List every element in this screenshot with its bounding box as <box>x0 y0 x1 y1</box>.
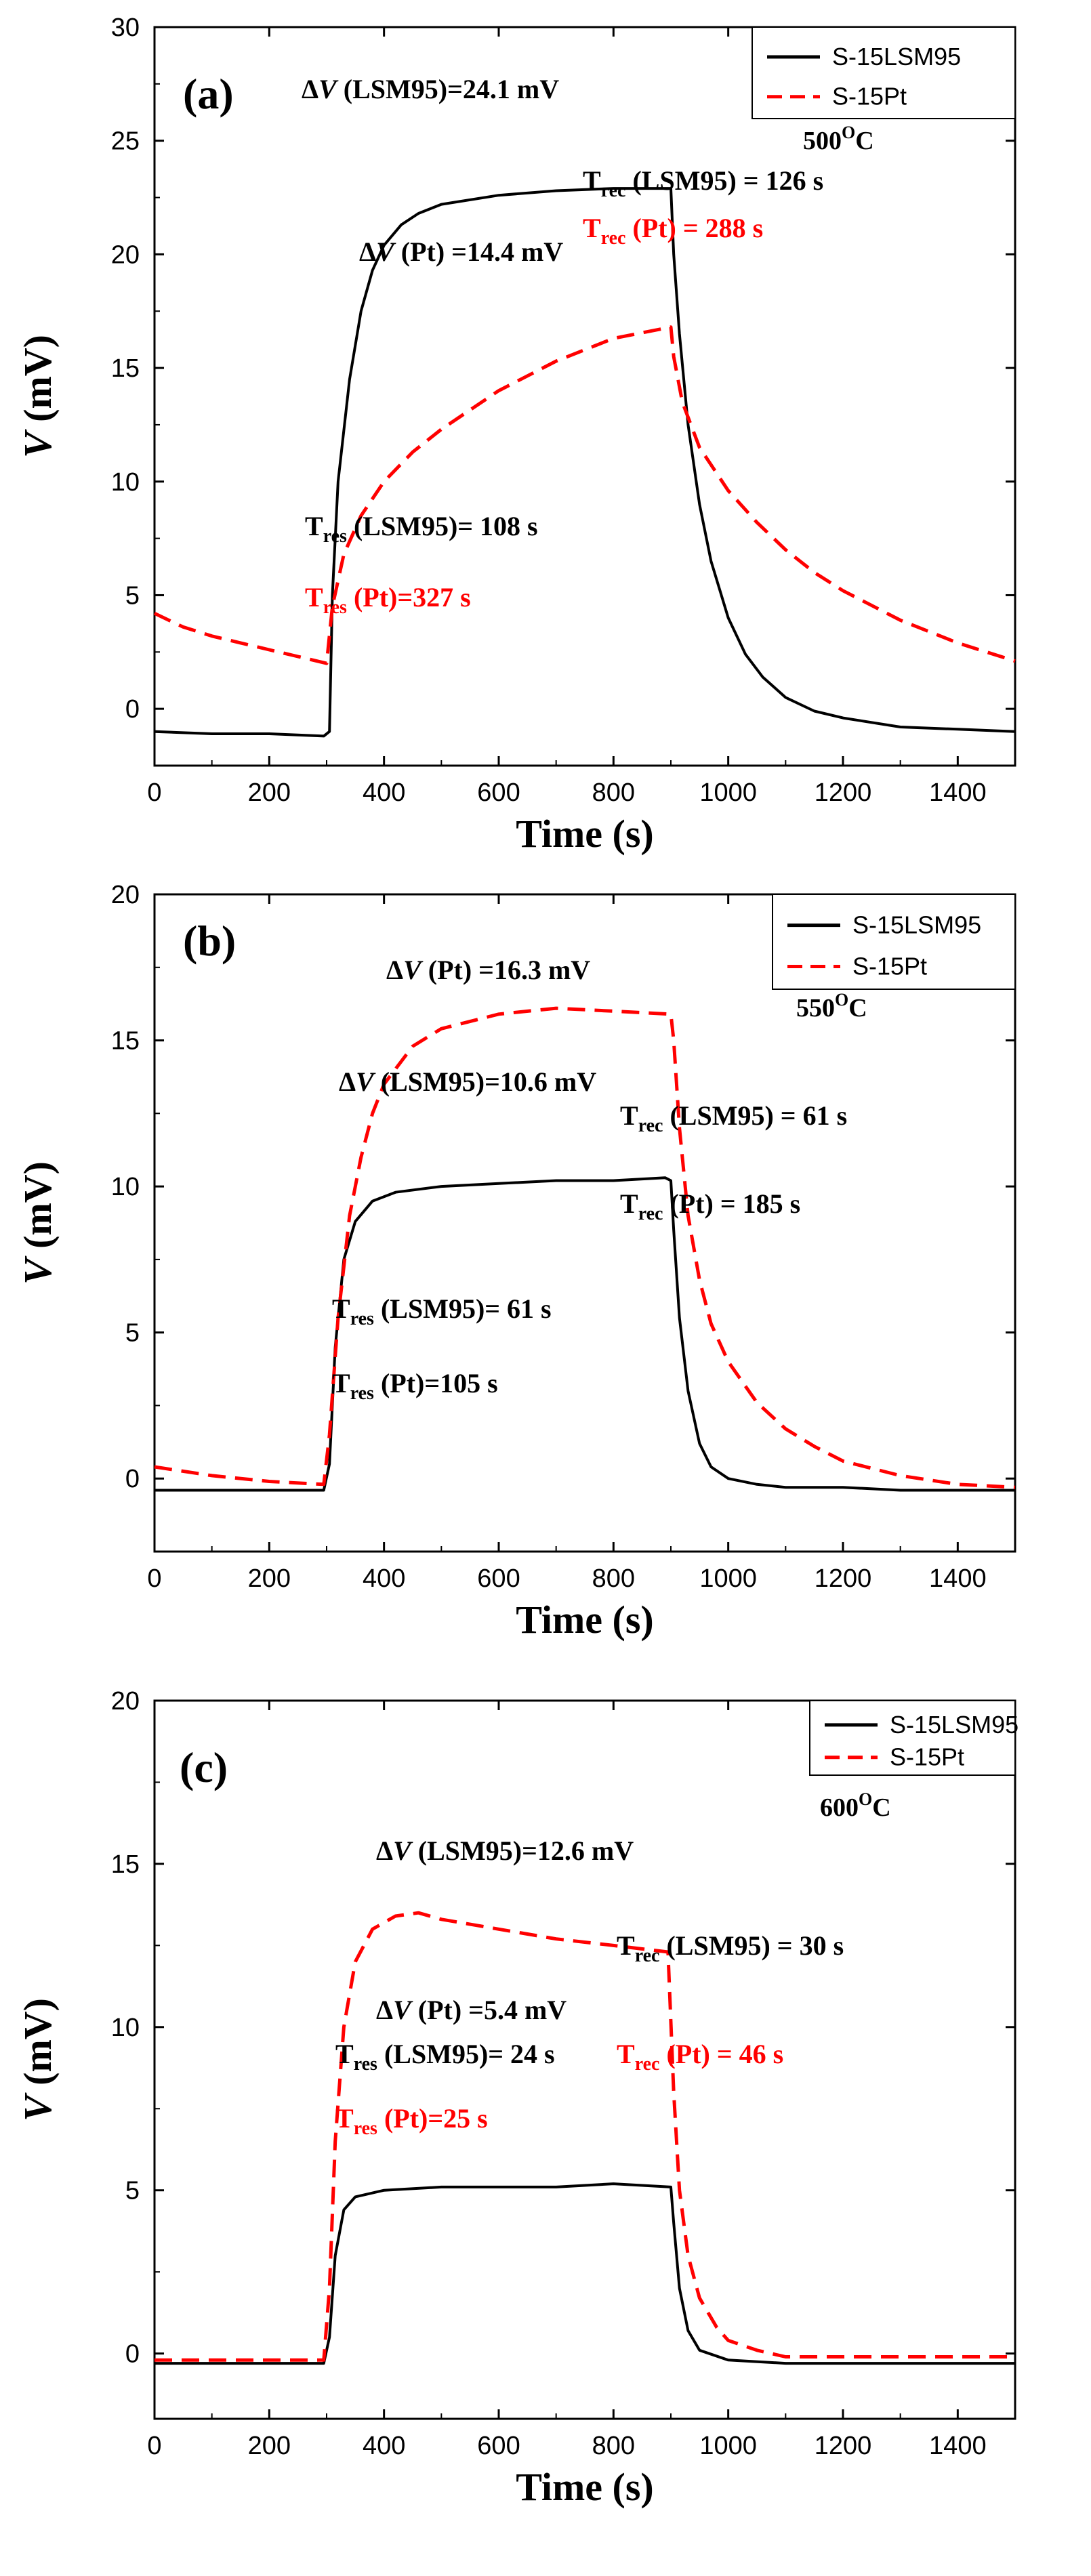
x-tick-label: 1200 <box>815 778 872 807</box>
x-tick-label: 1000 <box>699 1564 757 1593</box>
annotation: Trec (LSM95) = 126 s <box>583 165 823 201</box>
legend: S-15LSM95 S-15Pt <box>772 894 1016 990</box>
chart-panel-2: 0 200 400 600 800 1000 1200 1400 0 5 10 15 20 Time (s… <box>16 881 1016 1642</box>
temperature-label: 600OC <box>820 1789 891 1822</box>
legend-label: S-15Pt <box>890 1743 964 1771</box>
panel-label: (b) <box>183 917 236 965</box>
x-tick-label: 1200 <box>815 2432 872 2460</box>
x-tick-label: 0 <box>147 1564 161 1593</box>
x-tick-label: 0 <box>147 2432 161 2460</box>
plot-frame <box>153 893 1016 1553</box>
y-tick-label: 0 <box>125 2340 140 2369</box>
y-tick-label: 20 <box>111 241 140 269</box>
annotation: ΔV (Pt) =16.3 mV <box>386 955 590 985</box>
legend-label: S-15Pt <box>852 953 927 980</box>
annotation: ΔV (LSM95)=10.6 mV <box>339 1066 596 1097</box>
panel-label: (c) <box>180 1743 228 1791</box>
legend-box <box>772 894 1016 990</box>
plot-frame <box>153 26 1016 767</box>
y-tick-label: 15 <box>111 354 140 383</box>
annotation: ΔV (Pt) =5.4 mV <box>376 1995 567 2025</box>
x-tick-label: 0 <box>147 778 161 807</box>
y-tick-label: 30 <box>111 14 140 42</box>
x-tick-label: 600 <box>477 1564 520 1593</box>
legend-label: S-15LSM95 <box>852 911 981 939</box>
annotation: Trec (Pt) = 46 s <box>617 2039 783 2075</box>
y-axis-title: V (mV) <box>16 335 60 458</box>
x-tick-label: 1000 <box>699 2432 757 2460</box>
x-tick-label: 400 <box>363 778 405 807</box>
y-tick-label: 0 <box>125 695 140 724</box>
x-tick-label: 1400 <box>929 2432 987 2460</box>
y-tick-label: 5 <box>125 581 140 610</box>
x-tick-label: 1200 <box>815 1564 872 1593</box>
y-tick-label: 10 <box>111 1173 140 1201</box>
x-tick-label: 1400 <box>929 1564 987 1593</box>
y-tick-label: 20 <box>111 881 140 909</box>
annotation: Trec (LSM95) = 30 s <box>617 1930 844 1966</box>
annotation: Tres (Pt)=327 s <box>305 582 471 618</box>
x-tick-label: 800 <box>592 778 635 807</box>
series-line-s-15pt <box>154 1006 1016 1489</box>
annotation: Trec (Pt) = 185 s <box>620 1188 800 1224</box>
x-tick-label: 200 <box>248 2432 291 2460</box>
legend-box <box>809 1700 1016 1776</box>
y-tick-label: 20 <box>111 1687 140 1716</box>
y-tick-label: 5 <box>125 1319 140 1348</box>
annotation: Trec (LSM95) = 61 s <box>620 1100 847 1136</box>
series-line-s-15lsm95 <box>155 1176 1015 1492</box>
legend-label: S-15LSM95 <box>890 1711 1018 1739</box>
annotation: Tres (LSM95)= 24 s <box>335 2039 555 2075</box>
y-tick-label: 5 <box>125 2177 140 2205</box>
temperature-label: 500OC <box>803 123 874 155</box>
chart-panel-1: 0 200 400 600 800 1000 1200 1400 0 5 10 15 20 25 30 Tim… <box>16 14 1016 856</box>
x-tick-label: 1400 <box>929 778 987 807</box>
series-line-s-15pt <box>155 1911 1015 2362</box>
legend-label: S-15Pt <box>832 83 907 110</box>
y-tick-label: 15 <box>111 1027 140 1056</box>
series-line-s-15lsm95 <box>154 187 1016 738</box>
annotation: Tres (Pt)=105 s <box>332 1368 498 1404</box>
x-tick-label: 600 <box>477 2432 520 2460</box>
x-tick-label: 400 <box>363 2432 405 2460</box>
plot-frame <box>153 1699 1016 2420</box>
series-line-s-15lsm95 <box>155 2182 1015 2365</box>
x-tick-label: 800 <box>592 1564 635 1593</box>
annotation: Tres (Pt)=25 s <box>335 2103 488 2139</box>
y-tick-label: 25 <box>111 127 140 156</box>
legend-box <box>752 26 1016 119</box>
x-axis-title: Time (s) <box>516 2465 654 2509</box>
y-tick-label: 10 <box>111 468 140 497</box>
annotation: Tres (LSM95)= 61 s <box>332 1293 552 1329</box>
y-tick-label: 10 <box>111 2014 140 2042</box>
x-tick-label: 400 <box>363 1564 405 1593</box>
annotation: ΔV (LSM95)=24.1 mV <box>302 74 559 104</box>
y-axis-title: V (mV) <box>16 1998 60 2121</box>
legend: S-15LSM95 S-15Pt <box>809 1700 1018 1776</box>
x-tick-label: 200 <box>248 1564 291 1593</box>
x-tick-label: 800 <box>592 2432 635 2460</box>
y-axis-title: V (mV) <box>16 1161 60 1285</box>
y-tick-label: 0 <box>125 1465 140 1493</box>
x-axis-title: Time (s) <box>516 1598 654 1642</box>
series-line-s-15pt <box>153 325 1016 665</box>
legend-label: S-15LSM95 <box>832 43 961 70</box>
y-tick-label: 15 <box>111 1850 140 1879</box>
panel-label: (a) <box>183 70 234 118</box>
temperature-label: 550OC <box>796 990 867 1022</box>
x-tick-label: 1000 <box>699 778 757 807</box>
annotation: Trec (Pt) = 288 s <box>583 213 763 249</box>
x-axis-title: Time (s) <box>516 812 654 856</box>
chart-panel-3: 0 200 400 600 800 1000 1200 1400 0 5 10 15 20 Time (s… <box>16 1687 1018 2509</box>
annotation: ΔV (Pt) =14.4 mV <box>359 236 563 267</box>
annotation: ΔV (LSM95)=12.6 mV <box>376 1835 634 1866</box>
annotation: Tres (LSM95)= 108 s <box>305 511 538 547</box>
legend: S-15LSM95 S-15Pt <box>752 26 1016 119</box>
x-tick-label: 600 <box>477 778 520 807</box>
x-tick-label: 200 <box>248 778 291 807</box>
